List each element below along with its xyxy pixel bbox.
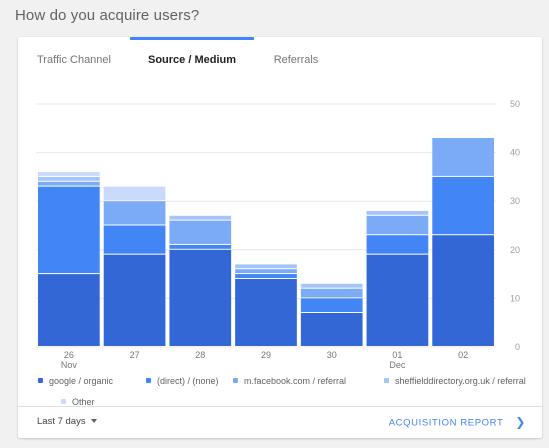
legend-item: google / organic xyxy=(38,376,113,386)
legend-item: sheffielddirectory.org.uk / referral xyxy=(384,376,526,386)
acquisition-card: Traffic Channel Source / Medium Referral… xyxy=(18,37,542,438)
legend-item: Other xyxy=(61,397,95,407)
bar-segment xyxy=(103,186,166,201)
tab-bar: Traffic Channel Source / Medium Referral… xyxy=(18,37,542,83)
date-range-dropdown[interactable]: Last 7 days xyxy=(37,416,97,427)
legend-label: m.facebook.com / referral xyxy=(244,376,347,386)
bar-segment xyxy=(235,269,297,274)
bar-segment xyxy=(300,298,363,312)
bar-segment xyxy=(432,138,494,176)
bar-segment xyxy=(366,215,429,235)
tab-source-medium[interactable]: Source / Medium xyxy=(147,54,237,66)
bar-segment xyxy=(432,235,494,346)
legend-swatch xyxy=(384,378,389,384)
legend-item: (direct) / (none) xyxy=(146,376,219,386)
bar-segment xyxy=(169,220,232,244)
x-tick-sublabel: Dec xyxy=(389,360,406,370)
bar-segment xyxy=(366,235,429,254)
legend-item: m.facebook.com / referral xyxy=(233,376,346,386)
bar-segment xyxy=(103,254,166,346)
x-tick-label: 29 xyxy=(261,350,271,360)
y-tick-label: 0 xyxy=(515,342,520,352)
bar-segment xyxy=(300,283,363,288)
active-tab-indicator xyxy=(130,37,254,40)
x-tick-label: 26 xyxy=(64,350,74,360)
bar-segment xyxy=(300,312,363,346)
legend-swatch xyxy=(38,378,43,384)
legend-label: google / organic xyxy=(49,376,114,386)
date-range-label: Last 7 days xyxy=(37,416,86,427)
chevron-right-icon: ❯ xyxy=(515,415,526,429)
chart-legend: google / organic (direct) / (none) m.faceb… xyxy=(38,376,538,416)
tab-traffic-channel[interactable]: Traffic Channel xyxy=(37,54,111,66)
tab-referrals[interactable]: Referrals xyxy=(273,54,319,66)
page-heading: How do you acquire users? xyxy=(15,7,200,24)
bar-segment xyxy=(300,288,363,298)
caret-down-icon xyxy=(90,419,97,424)
bar-segment xyxy=(169,215,232,220)
legend-label: Other xyxy=(72,397,95,407)
x-tick-label: 02 xyxy=(458,350,468,360)
y-tick-label: 30 xyxy=(510,196,520,206)
bar-segment xyxy=(366,254,429,346)
bar-segment xyxy=(235,264,297,269)
bar-segment xyxy=(169,249,232,346)
x-tick-sublabel: Nov xyxy=(61,360,78,370)
report-link-label: ACQUISITION REPORT xyxy=(388,417,504,429)
y-tick-label: 20 xyxy=(510,245,520,255)
x-tick-label: 28 xyxy=(195,350,205,360)
bar-segment xyxy=(103,201,166,225)
bar-segment xyxy=(38,176,100,181)
acquisition-report-link[interactable]: ACQUISITION REPORT ❯ xyxy=(388,415,526,430)
card-footer: Last 7 days ACQUISITION REPORT ❯ xyxy=(18,406,542,439)
bar-segment xyxy=(38,274,100,346)
x-tick-label: 01 xyxy=(392,350,402,360)
legend-label: sheffielddirectory.org.uk / referral xyxy=(395,376,526,386)
legend-label: (direct) / (none) xyxy=(157,376,219,386)
bar-segment xyxy=(235,278,297,346)
y-tick-label: 40 xyxy=(510,148,520,158)
bar-segment xyxy=(38,186,100,274)
bar-segment xyxy=(432,176,494,235)
bar-segment xyxy=(38,172,100,176)
x-tick-label: 30 xyxy=(327,350,337,360)
legend-swatch xyxy=(61,399,66,405)
y-tick-label: 10 xyxy=(510,293,520,303)
bar-segment xyxy=(235,274,297,278)
legend-swatch xyxy=(146,378,151,384)
bar-segment xyxy=(366,210,429,215)
bar-segment xyxy=(103,225,166,254)
y-tick-label: 50 xyxy=(510,99,520,109)
legend-swatch xyxy=(233,378,238,384)
bar-segment xyxy=(38,181,100,186)
x-tick-label: 27 xyxy=(130,350,140,360)
bar-segment xyxy=(169,244,232,249)
